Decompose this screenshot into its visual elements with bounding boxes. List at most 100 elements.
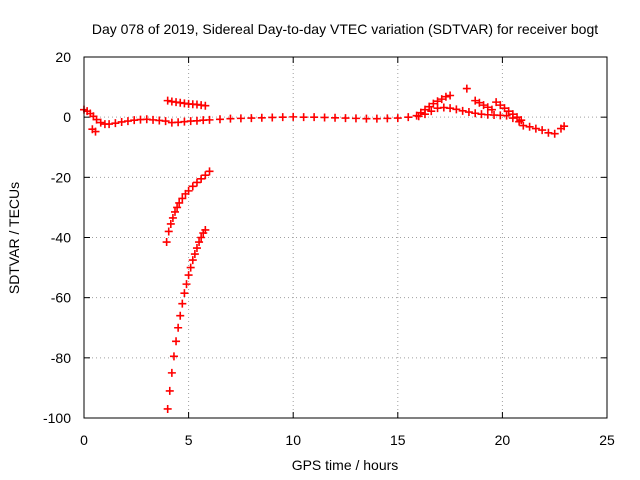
data-point (471, 96, 480, 105)
series-group (471, 96, 526, 125)
data-point (175, 198, 184, 207)
data-point (268, 113, 277, 122)
series-group (88, 84, 471, 136)
data-point (164, 227, 173, 236)
data-point (188, 182, 197, 191)
data-point (163, 96, 172, 105)
data-point (427, 107, 436, 116)
data-point (560, 122, 569, 131)
x-tick-labels: 0 5 10 15 20 25 (80, 432, 615, 448)
data-points (80, 84, 569, 413)
data-point (437, 95, 446, 104)
data-point (96, 118, 105, 127)
data-point (331, 113, 340, 122)
data-point (550, 129, 559, 138)
data-point (538, 126, 547, 135)
data-point (167, 368, 176, 377)
data-point (236, 114, 245, 123)
data-point (362, 114, 371, 123)
data-point (201, 171, 210, 180)
data-point (257, 113, 266, 122)
data-point (496, 101, 505, 110)
data-point (420, 105, 429, 114)
data-point (513, 113, 522, 122)
data-point (500, 104, 509, 113)
data-point (184, 271, 193, 280)
data-point (487, 105, 496, 114)
data-point (320, 113, 329, 122)
data-point (201, 101, 210, 110)
chart-title: Day 078 of 2019, Sidereal Day-to-day VTE… (92, 21, 598, 37)
data-point (483, 103, 492, 112)
y-tick-label: -80 (51, 350, 71, 366)
data-point (517, 116, 526, 125)
data-point (226, 114, 235, 123)
data-point (544, 128, 553, 137)
data-point (195, 238, 204, 247)
data-point (171, 207, 180, 216)
data-point (289, 112, 298, 121)
x-tick-label: 15 (390, 432, 406, 448)
data-point (416, 108, 425, 117)
data-point (446, 104, 455, 113)
data-point (192, 178, 201, 187)
data-point (173, 203, 182, 212)
data-point (163, 404, 172, 413)
data-point (168, 213, 177, 222)
data-point (433, 97, 442, 106)
data-point (201, 225, 210, 234)
x-tick-label: 10 (285, 432, 301, 448)
y-tick-label: -20 (51, 169, 71, 185)
series-group (163, 96, 210, 110)
data-point (462, 84, 471, 93)
data-point (441, 92, 450, 101)
data-point (178, 299, 187, 308)
data-point (383, 114, 392, 123)
data-point (105, 120, 114, 129)
data-point (479, 101, 488, 110)
data-point (458, 106, 467, 115)
data-point (525, 122, 534, 131)
data-point (91, 127, 100, 136)
series-group (412, 91, 455, 120)
data-point (197, 233, 206, 242)
data-point (192, 244, 201, 253)
data-point (519, 121, 528, 130)
data-point (425, 102, 434, 111)
data-point (531, 124, 540, 133)
data-point (162, 238, 171, 247)
data-point (341, 114, 350, 123)
y-tick-label: 0 (63, 109, 71, 125)
data-point (182, 280, 191, 289)
y-tick-labels: -100 -80 -60 -40 -20 0 20 (43, 49, 71, 426)
data-point (188, 256, 197, 265)
data-point (161, 117, 170, 126)
data-point (372, 114, 381, 123)
data-point (180, 289, 189, 298)
data-point (174, 323, 183, 332)
data-point (117, 117, 126, 126)
data-point (111, 119, 120, 128)
data-point (508, 110, 517, 119)
data-point (190, 250, 199, 259)
data-point (310, 113, 319, 122)
data-point (92, 115, 101, 124)
data-point (412, 111, 421, 120)
data-point (165, 386, 174, 395)
data-point (184, 186, 193, 195)
data-point (471, 109, 480, 118)
data-point (166, 219, 175, 228)
x-tick-label: 20 (495, 432, 511, 448)
data-point (123, 117, 132, 126)
data-point (278, 113, 287, 122)
y-tick-label: -40 (51, 230, 71, 246)
data-point (404, 113, 413, 122)
data-point (299, 113, 308, 122)
data-point (464, 108, 473, 117)
data-point (247, 114, 256, 123)
data-point (429, 99, 438, 108)
y-tick-label: -60 (51, 290, 71, 306)
y-tick-label: -100 (43, 410, 71, 426)
data-point (215, 115, 224, 124)
